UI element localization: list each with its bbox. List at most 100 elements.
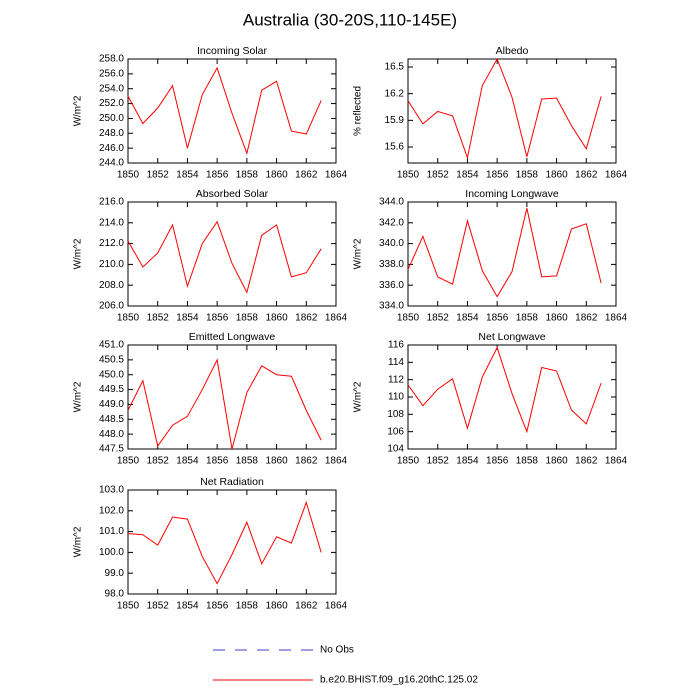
y-axis-label: W/m^2 (73, 381, 84, 412)
x-tick-label: 1858 (516, 456, 539, 467)
x-tick-label: 1854 (176, 313, 199, 324)
x-tick-label: 1856 (486, 456, 509, 467)
x-tick-label: 1850 (117, 601, 140, 612)
y-tick-label: 15.9 (385, 115, 405, 126)
x-tick-label: 1858 (236, 601, 259, 612)
plot-frame (127, 58, 337, 164)
plot-frame (127, 344, 337, 450)
x-tick-label: 1858 (516, 170, 539, 181)
y-tick-label: 103.0 (99, 485, 124, 496)
x-tick-label: 1852 (147, 456, 170, 467)
y-tick-label: 104 (387, 444, 404, 455)
data-line (127, 500, 322, 585)
x-tick-label: 1858 (236, 456, 259, 467)
x-tick-label: 1864 (325, 601, 348, 612)
y-tick-label: 451.0 (99, 340, 124, 351)
x-tick-label: 1854 (456, 313, 479, 324)
x-tick-label: 1858 (236, 313, 259, 324)
x-tick-label: 1860 (265, 170, 288, 181)
data-line (127, 220, 322, 294)
x-tick-label: 1860 (545, 456, 568, 467)
y-tick-label: 212.0 (99, 238, 124, 249)
y-axis-label: W/m^2 (353, 238, 364, 269)
chart-title: Australia (30-20S,110-145E) (243, 10, 457, 29)
x-tick-label: 1860 (545, 313, 568, 324)
y-tick-label: 250.0 (99, 113, 124, 124)
y-tick-label: 334.0 (379, 301, 404, 312)
x-tick-label: 1852 (147, 170, 170, 181)
panel-title: Incoming Longwave (465, 188, 559, 200)
x-tick-label: 1852 (427, 313, 450, 324)
x-tick-label: 1860 (265, 601, 288, 612)
y-tick-label: 99.0 (105, 568, 125, 579)
data-line (127, 358, 322, 450)
x-tick-label: 1864 (325, 456, 348, 467)
x-tick-label: 1850 (117, 313, 140, 324)
y-tick-label: 252.0 (99, 98, 124, 109)
y-tick-label: 336.0 (379, 280, 404, 291)
x-tick-label: 1856 (486, 170, 509, 181)
y-tick-label: 16.2 (385, 88, 405, 99)
panel-title: Albedo (496, 45, 529, 57)
x-tick-label: 1850 (397, 170, 420, 181)
y-tick-label: 214.0 (99, 217, 124, 228)
y-tick-label: 101.0 (99, 526, 124, 537)
data-line (127, 66, 322, 156)
y-axis-label: W/m^2 (73, 526, 84, 557)
data-line (407, 346, 602, 434)
y-tick-label: 344.0 (379, 197, 404, 208)
y-tick-label: 206.0 (99, 301, 124, 312)
y-tick-label: 448.5 (99, 414, 124, 425)
y-tick-label: 100.0 (99, 547, 124, 558)
y-tick-label: 244.0 (99, 158, 124, 169)
x-tick-label: 1862 (295, 313, 318, 324)
x-tick-label: 1864 (605, 456, 628, 467)
y-tick-label: 98.0 (105, 589, 125, 600)
plot-frame (407, 58, 617, 164)
y-tick-label: 208.0 (99, 280, 124, 291)
y-tick-label: 248.0 (99, 128, 124, 139)
plot-frame (407, 201, 617, 307)
panel-title: Incoming Solar (197, 45, 268, 57)
y-tick-label: 106 (387, 426, 404, 437)
y-tick-label: 108 (387, 409, 404, 420)
x-tick-label: 1856 (206, 313, 229, 324)
y-axis-label: W/m^2 (73, 238, 84, 269)
x-tick-label: 1856 (206, 601, 229, 612)
x-tick-label: 1854 (456, 170, 479, 181)
x-tick-label: 1864 (605, 313, 628, 324)
x-tick-label: 1860 (545, 170, 568, 181)
y-tick-label: 448.0 (99, 429, 124, 440)
y-tick-label: 340.0 (379, 238, 404, 249)
y-tick-label: 258.0 (99, 54, 124, 65)
y-tick-label: 246.0 (99, 143, 124, 154)
y-tick-label: 256.0 (99, 68, 124, 79)
x-tick-label: 1850 (117, 170, 140, 181)
x-tick-label: 1856 (206, 456, 229, 467)
x-tick-label: 1864 (325, 170, 348, 181)
x-tick-label: 1854 (176, 170, 199, 181)
plot-frame (407, 344, 617, 450)
x-tick-label: 1854 (456, 456, 479, 467)
plot-frame (127, 489, 337, 595)
x-tick-label: 1862 (295, 170, 318, 181)
y-tick-label: 102.0 (99, 505, 124, 516)
y-tick-label: 450.0 (99, 369, 124, 380)
x-tick-label: 1862 (575, 170, 598, 181)
panel-title: Net Longwave (478, 331, 545, 343)
y-tick-label: 216.0 (99, 197, 124, 208)
y-tick-label: 449.0 (99, 399, 124, 410)
x-tick-label: 1864 (325, 313, 348, 324)
y-tick-label: 254.0 (99, 83, 124, 94)
x-tick-label: 1854 (176, 456, 199, 467)
y-axis-label: W/m^2 (73, 95, 84, 126)
x-tick-label: 1852 (427, 170, 450, 181)
x-tick-label: 1856 (486, 313, 509, 324)
y-tick-label: 449.5 (99, 384, 124, 395)
x-tick-label: 1852 (427, 456, 450, 467)
y-tick-label: 342.0 (379, 217, 404, 228)
x-tick-label: 1850 (397, 456, 420, 467)
x-tick-label: 1862 (575, 456, 598, 467)
panel-title: Net Radiation (200, 476, 264, 488)
data-line (407, 57, 602, 160)
